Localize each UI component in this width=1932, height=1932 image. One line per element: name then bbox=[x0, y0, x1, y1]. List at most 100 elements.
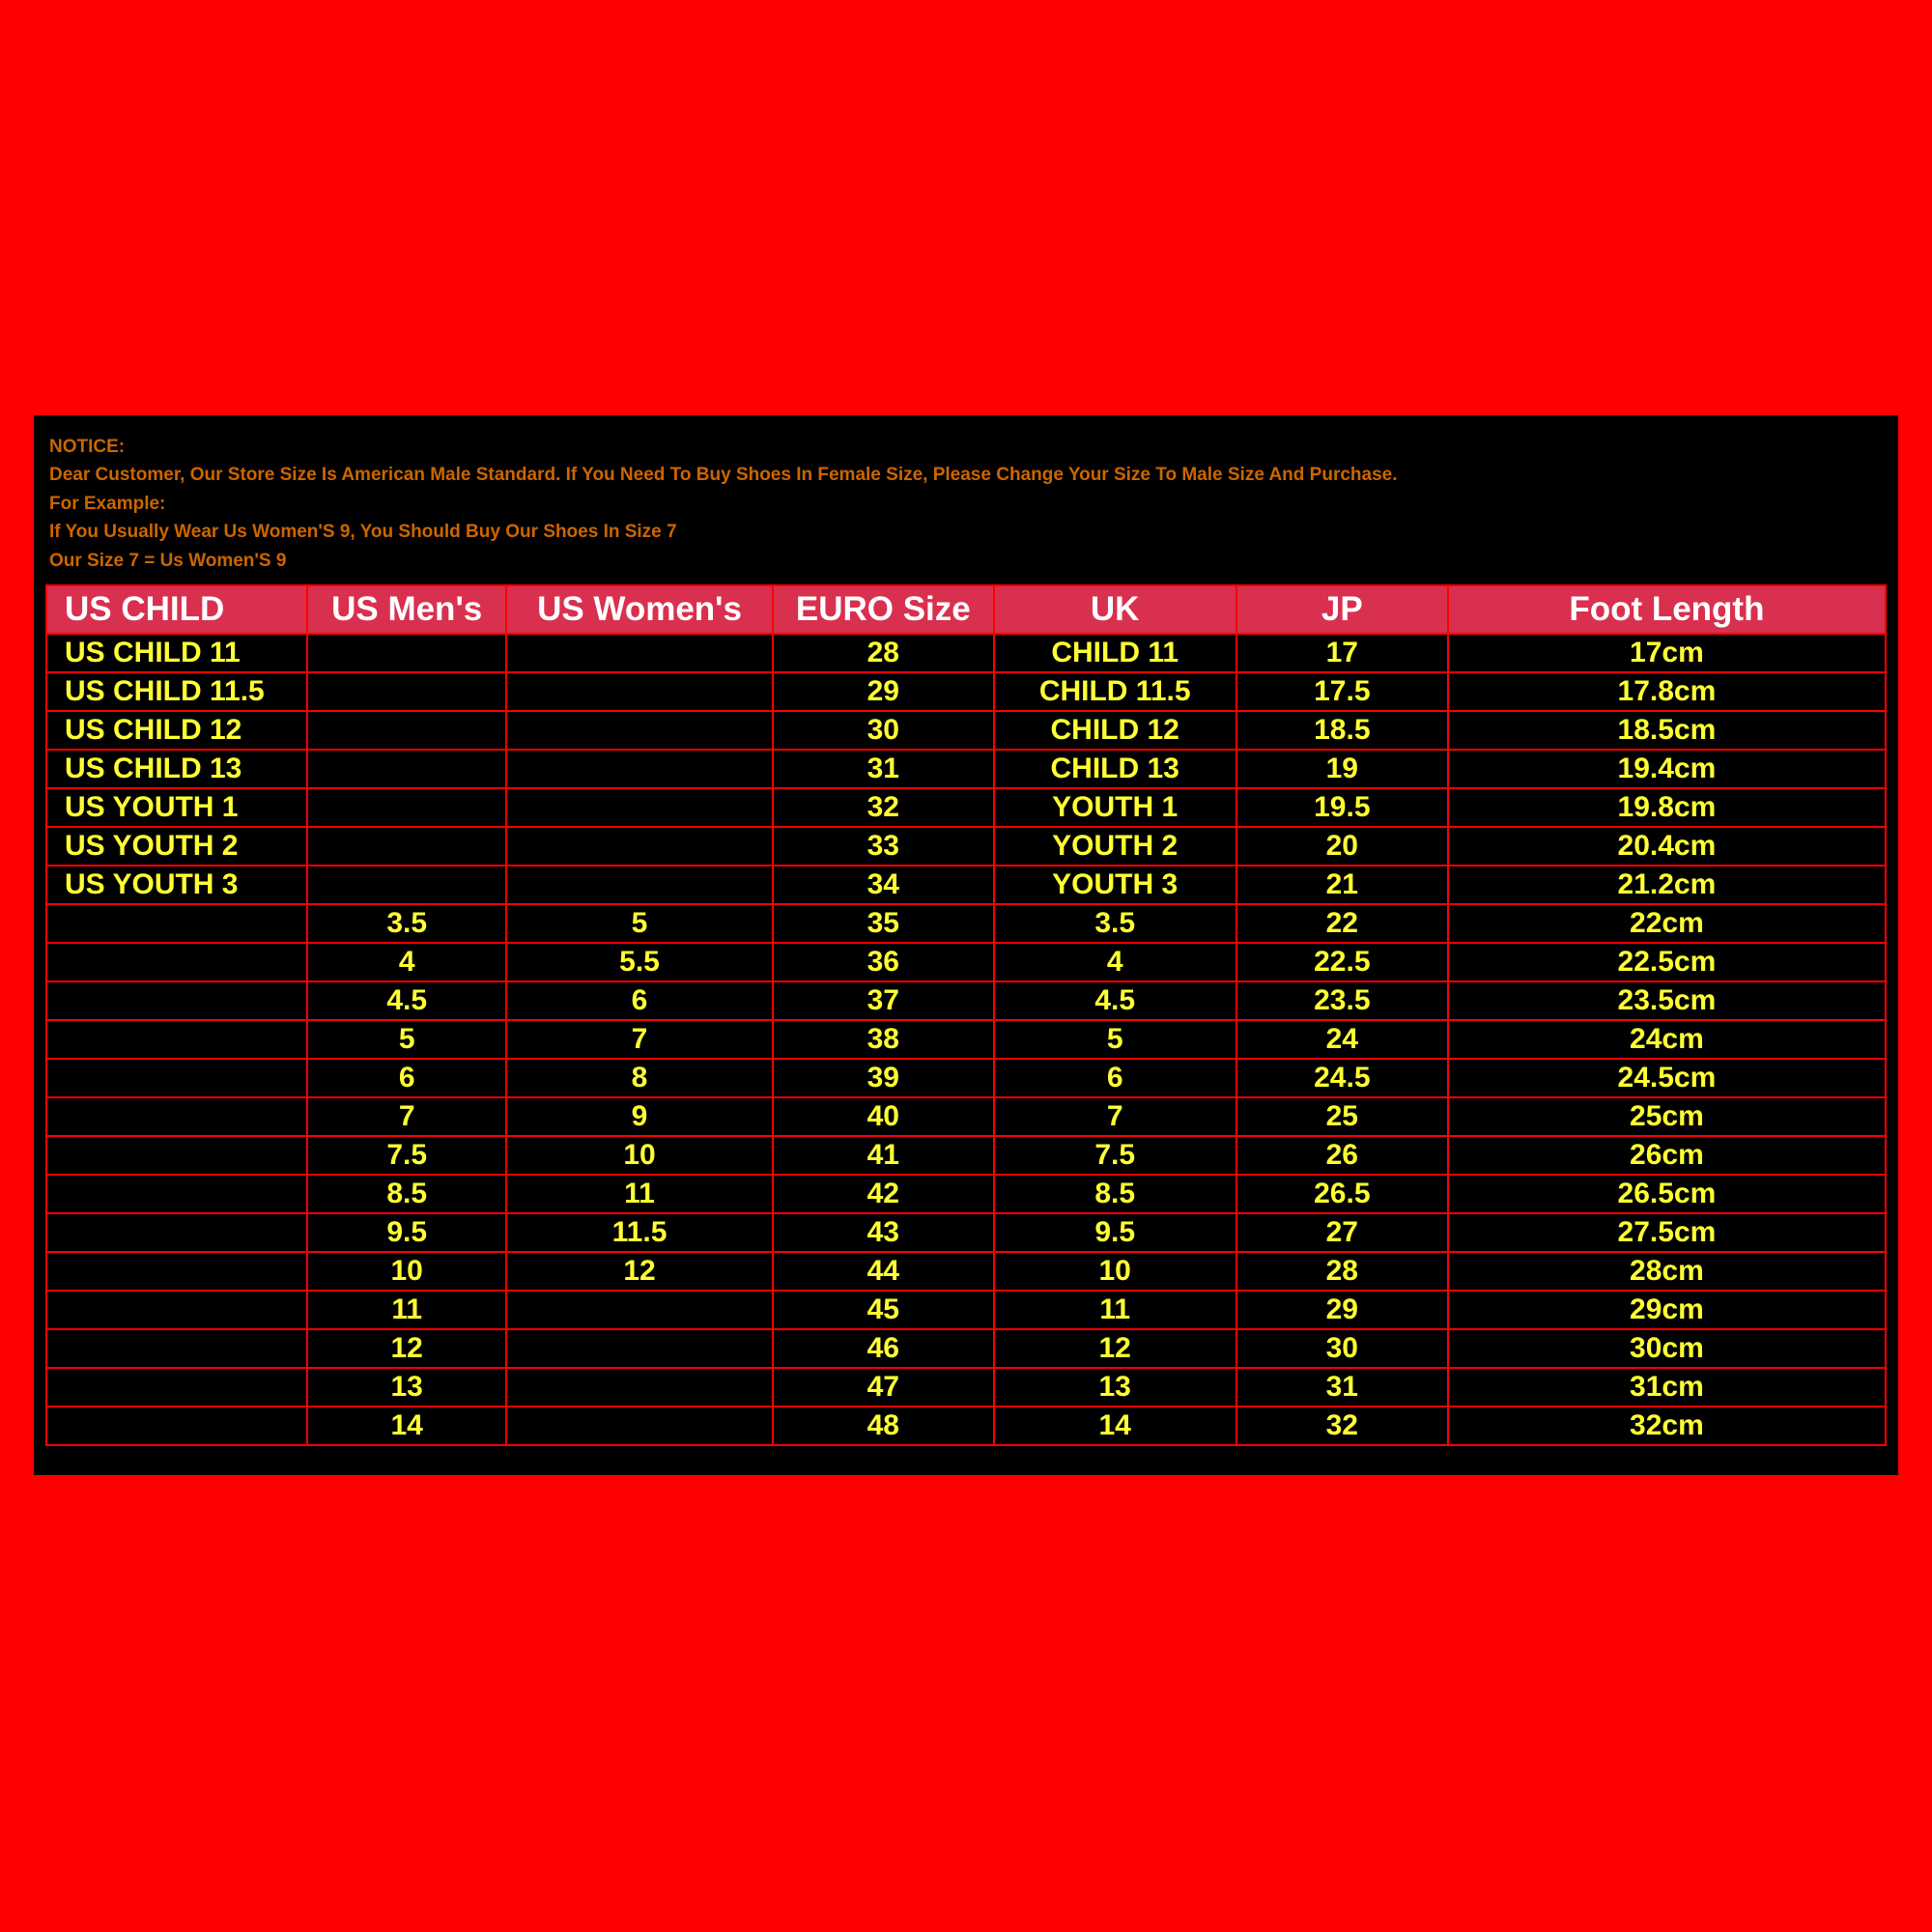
table-cell: 28cm bbox=[1448, 1252, 1886, 1291]
table-cell: 7.5 bbox=[994, 1136, 1236, 1175]
table-cell: 5 bbox=[307, 1020, 506, 1059]
table-cell: 9.5 bbox=[994, 1213, 1236, 1252]
col-header-us-mens: US Men's bbox=[307, 585, 506, 634]
table-cell: US YOUTH 1 bbox=[46, 788, 307, 827]
table-cell: 43 bbox=[773, 1213, 993, 1252]
table-cell: 11 bbox=[994, 1291, 1236, 1329]
table-cell: 17.5 bbox=[1236, 672, 1448, 711]
table-body: US CHILD 1128CHILD 111717cmUS CHILD 11.5… bbox=[46, 634, 1886, 1445]
table-cell: 30 bbox=[1236, 1329, 1448, 1368]
table-cell bbox=[46, 1059, 307, 1097]
notice-line: NOTICE: bbox=[49, 433, 1887, 461]
table-cell: 14 bbox=[994, 1406, 1236, 1445]
table-cell: 4.5 bbox=[994, 981, 1236, 1020]
table-row: US CHILD 1331CHILD 131919.4cm bbox=[46, 750, 1886, 788]
table-cell: 22 bbox=[1236, 904, 1448, 943]
table-cell: CHILD 13 bbox=[994, 750, 1236, 788]
table-cell: 44 bbox=[773, 1252, 993, 1291]
table-cell bbox=[307, 711, 506, 750]
table-cell: 7 bbox=[994, 1097, 1236, 1136]
table-cell: 17 bbox=[1236, 634, 1448, 672]
table-cell: 4 bbox=[307, 943, 506, 981]
table-cell: 31 bbox=[1236, 1368, 1448, 1406]
table-cell: 5 bbox=[994, 1020, 1236, 1059]
notice-block: NOTICE: Dear Customer, Our Store Size Is… bbox=[45, 433, 1887, 575]
table-cell: 36 bbox=[773, 943, 993, 981]
table-cell: 9.5 bbox=[307, 1213, 506, 1252]
table-cell bbox=[307, 827, 506, 866]
table-row: 7.510417.52626cm bbox=[46, 1136, 1886, 1175]
table-cell: 32 bbox=[1236, 1406, 1448, 1445]
table-cell: 41 bbox=[773, 1136, 993, 1175]
table-cell: 22cm bbox=[1448, 904, 1886, 943]
notice-line: Our Size 7 = Us Women'S 9 bbox=[49, 547, 1887, 575]
table-cell: 24.5cm bbox=[1448, 1059, 1886, 1097]
table-cell: 22.5 bbox=[1236, 943, 1448, 981]
table-cell bbox=[307, 634, 506, 672]
table-cell: 22.5cm bbox=[1448, 943, 1886, 981]
notice-line: If You Usually Wear Us Women'S 9, You Sh… bbox=[49, 518, 1887, 546]
table-cell bbox=[506, 750, 773, 788]
col-header-us-child: US CHILD bbox=[46, 585, 307, 634]
table-row: 9.511.5439.52727.5cm bbox=[46, 1213, 1886, 1252]
table-row: 45.536422.522.5cm bbox=[46, 943, 1886, 981]
table-row: US CHILD 1230CHILD 1218.518.5cm bbox=[46, 711, 1886, 750]
table-cell bbox=[46, 1213, 307, 1252]
table-cell: 7 bbox=[307, 1097, 506, 1136]
table-row: 1145112929cm bbox=[46, 1291, 1886, 1329]
table-cell: 6 bbox=[994, 1059, 1236, 1097]
table-cell: 47 bbox=[773, 1368, 993, 1406]
table-row: 1347133131cm bbox=[46, 1368, 1886, 1406]
table-cell: 25 bbox=[1236, 1097, 1448, 1136]
size-chart-table: US CHILD US Men's US Women's EURO Size U… bbox=[45, 584, 1887, 1446]
table-row: US CHILD 1128CHILD 111717cm bbox=[46, 634, 1886, 672]
table-cell: 29cm bbox=[1448, 1291, 1886, 1329]
table-cell: 11 bbox=[506, 1175, 773, 1213]
col-header-uk: UK bbox=[994, 585, 1236, 634]
table-cell: 10 bbox=[994, 1252, 1236, 1291]
table-cell: 23.5 bbox=[1236, 981, 1448, 1020]
table-cell: 19.5 bbox=[1236, 788, 1448, 827]
table-cell: 30 bbox=[773, 711, 993, 750]
table-cell: 3.5 bbox=[307, 904, 506, 943]
table-cell bbox=[46, 981, 307, 1020]
table-cell bbox=[506, 866, 773, 904]
table-cell: 39 bbox=[773, 1059, 993, 1097]
table-cell: 26 bbox=[1236, 1136, 1448, 1175]
table-cell: 31cm bbox=[1448, 1368, 1886, 1406]
table-cell: 27.5cm bbox=[1448, 1213, 1886, 1252]
table-cell: 21 bbox=[1236, 866, 1448, 904]
table-cell: 23.5cm bbox=[1448, 981, 1886, 1020]
table-cell: 28 bbox=[773, 634, 993, 672]
table-cell: YOUTH 3 bbox=[994, 866, 1236, 904]
table-cell: US YOUTH 3 bbox=[46, 866, 307, 904]
table-cell: 24cm bbox=[1448, 1020, 1886, 1059]
table-cell: 18.5cm bbox=[1448, 711, 1886, 750]
table-cell: 19 bbox=[1236, 750, 1448, 788]
table-cell: 6 bbox=[506, 981, 773, 1020]
table-cell: 19.4cm bbox=[1448, 750, 1886, 788]
table-cell: 12 bbox=[307, 1329, 506, 1368]
table-cell bbox=[46, 904, 307, 943]
table-cell bbox=[46, 1097, 307, 1136]
table-cell: US CHILD 12 bbox=[46, 711, 307, 750]
table-cell bbox=[307, 788, 506, 827]
table-cell: 17.8cm bbox=[1448, 672, 1886, 711]
table-cell: CHILD 11.5 bbox=[994, 672, 1236, 711]
table-cell: 6 bbox=[307, 1059, 506, 1097]
table-row: US YOUTH 233YOUTH 22020.4cm bbox=[46, 827, 1886, 866]
table-cell: 48 bbox=[773, 1406, 993, 1445]
table-cell bbox=[46, 1020, 307, 1059]
table-cell: 13 bbox=[994, 1368, 1236, 1406]
table-cell: 35 bbox=[773, 904, 993, 943]
table-cell: 31 bbox=[773, 750, 993, 788]
table-cell: CHILD 11 bbox=[994, 634, 1236, 672]
table-cell: US CHILD 11.5 bbox=[46, 672, 307, 711]
table-cell: 34 bbox=[773, 866, 993, 904]
table-cell: 20.4cm bbox=[1448, 827, 1886, 866]
table-cell: 5.5 bbox=[506, 943, 773, 981]
table-cell: 7 bbox=[506, 1020, 773, 1059]
table-cell: US CHILD 11 bbox=[46, 634, 307, 672]
table-row: 8.511428.526.526.5cm bbox=[46, 1175, 1886, 1213]
table-row: 1448143232cm bbox=[46, 1406, 1886, 1445]
